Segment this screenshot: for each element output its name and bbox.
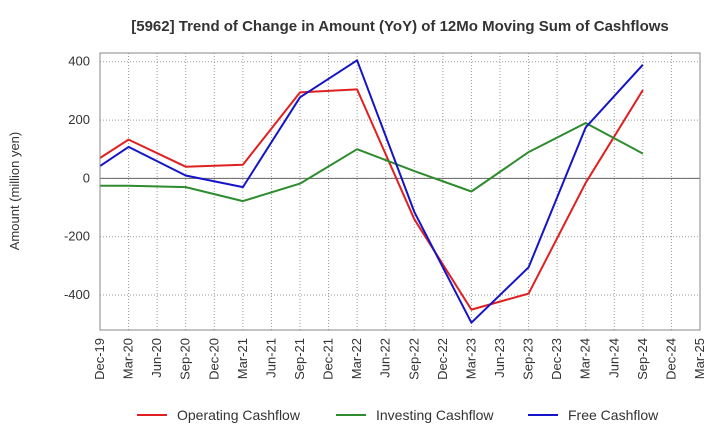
legend-label: Free Cashflow (568, 407, 659, 423)
x-tick-label: Dec-22 (435, 338, 450, 380)
x-tick-label: Jun-22 (378, 338, 393, 378)
series-line-investing-cashflow (100, 122, 644, 203)
x-tick-label: Dec-19 (92, 338, 107, 380)
x-tick-label: Sep-23 (521, 338, 536, 380)
x-tick-labels: Dec-19 Mar-20 Jun-20 Sep-20 Dec-20 Mar-21 Jun-… (92, 338, 707, 380)
x-tick-label: Jun-20 (149, 338, 164, 378)
x-tick-label: Sep-21 (292, 338, 307, 380)
x-tick-label: Sep-20 (178, 338, 193, 380)
y-tick-label: -200 (64, 229, 90, 244)
legend-label: Operating Cashflow (177, 407, 301, 423)
series-line-free-cashflow (99, 59, 644, 324)
x-tick-label: Jun-24 (606, 338, 621, 378)
chart-title: [5962] Trend of Change in Amount (YoY) o… (131, 18, 669, 35)
y-tick-labels: 400 200 0 -200 -400 (64, 54, 90, 302)
x-tick-label: Mar-20 (121, 338, 136, 379)
plot-grid (99, 53, 701, 330)
x-tick-label: Jun-23 (492, 338, 507, 378)
y-tick-label: -400 (64, 287, 90, 302)
legend-label: Investing Cashflow (376, 407, 494, 423)
y-axis-label: Amount (million yen) (7, 132, 22, 251)
legend: Operating Cashflow Investing Cashflow Free… (137, 407, 659, 423)
x-tick-label: Mar-24 (578, 338, 593, 379)
x-tick-label: Jun-21 (263, 338, 278, 378)
x-tick-label: Dec-21 (321, 338, 336, 380)
x-tick-label: Mar-21 (235, 338, 250, 379)
series-group (99, 59, 644, 324)
series-line-operating-cashflow (99, 88, 644, 311)
y-tick-label: 200 (68, 112, 90, 127)
x-tick-label: Dec-23 (549, 338, 564, 380)
y-tick-label: 400 (68, 54, 90, 69)
y-tick-label: 0 (83, 170, 90, 185)
x-tick-label: Dec-24 (663, 338, 678, 380)
x-tick-label: Mar-22 (349, 338, 364, 379)
x-tick-label: Sep-22 (406, 338, 421, 380)
plot-frame (99, 52, 701, 331)
x-tick-label: Mar-23 (463, 338, 478, 379)
x-tick-label: Sep-24 (635, 338, 650, 380)
x-tick-label: Dec-20 (206, 338, 221, 380)
x-tick-label: Mar-25 (692, 338, 707, 379)
